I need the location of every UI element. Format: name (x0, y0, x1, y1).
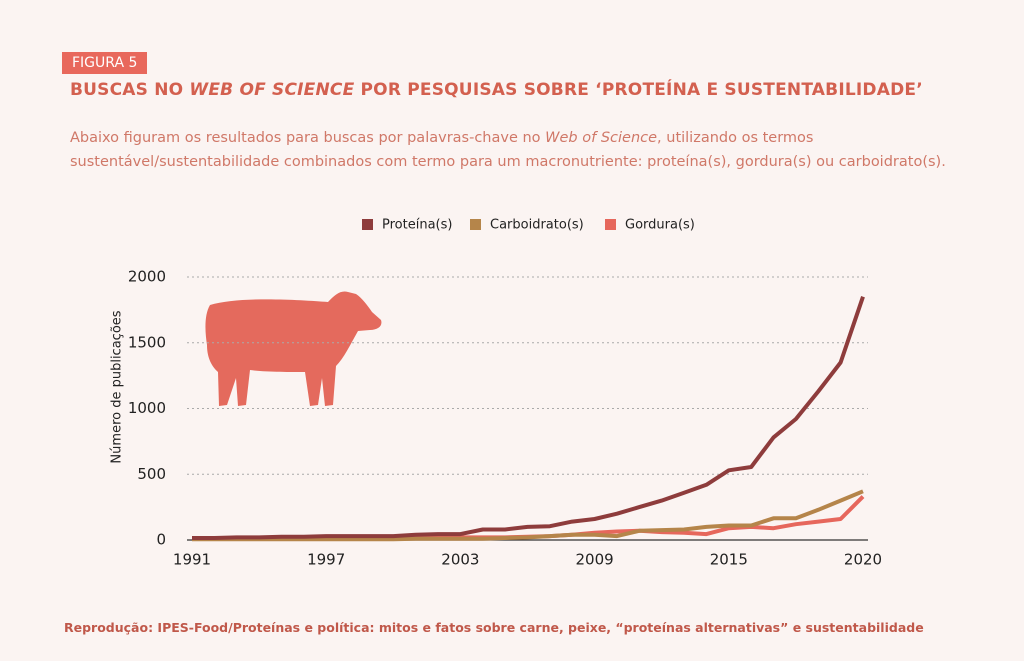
y-tick-label: 0 (156, 531, 166, 549)
legend-label: Proteína(s) (382, 218, 452, 233)
y-tick-label: 500 (137, 465, 166, 483)
y-tick-label: 2000 (128, 268, 166, 286)
legend-swatch (470, 219, 481, 230)
subtitle-part: , utilizando os termos sustentável/suste… (70, 130, 946, 170)
source: Reprodução: IPES-Food/Proteínas e políti… (64, 620, 924, 635)
title: BUSCAS NO WEB OF SCIENCE POR PESQUISAS S… (70, 80, 923, 100)
title-part: WEB OF SCIENCE (189, 80, 355, 100)
series-line (192, 296, 865, 540)
series-line (192, 495, 865, 541)
x-tick-label: 2015 (710, 551, 748, 569)
y-axis-label: Número de publicações (110, 310, 125, 463)
x-tick-label: 1997 (307, 551, 345, 569)
series-line (192, 489, 864, 542)
subtitle-part: Abaixo figuram os resultados para buscas… (70, 130, 546, 146)
title-part: BUSCAS NO (70, 80, 190, 100)
figure-label: FIGURA 5 (62, 52, 148, 74)
cow-icon (205, 291, 382, 406)
legend-swatch (362, 219, 373, 230)
subtitle-part: Web of Science (545, 130, 658, 146)
legend-label: Carboidrato(s) (490, 218, 584, 233)
x-tick-label: 1991 (173, 551, 211, 569)
x-tick-label: 2009 (576, 551, 614, 569)
legend-label: Gordura(s) (625, 218, 695, 233)
y-tick-label: 1500 (128, 333, 166, 351)
x-tick-label: 2003 (441, 551, 479, 569)
y-tick-label: 1000 (128, 399, 166, 417)
legend-swatch (605, 219, 616, 230)
subtitle: Abaixo figuram os resultados para buscas… (70, 126, 970, 174)
x-tick-label: 2020 (844, 551, 882, 569)
title-part: POR PESQUISAS SOBRE ‘PROTEÍNA E SUSTENTA… (354, 80, 923, 100)
